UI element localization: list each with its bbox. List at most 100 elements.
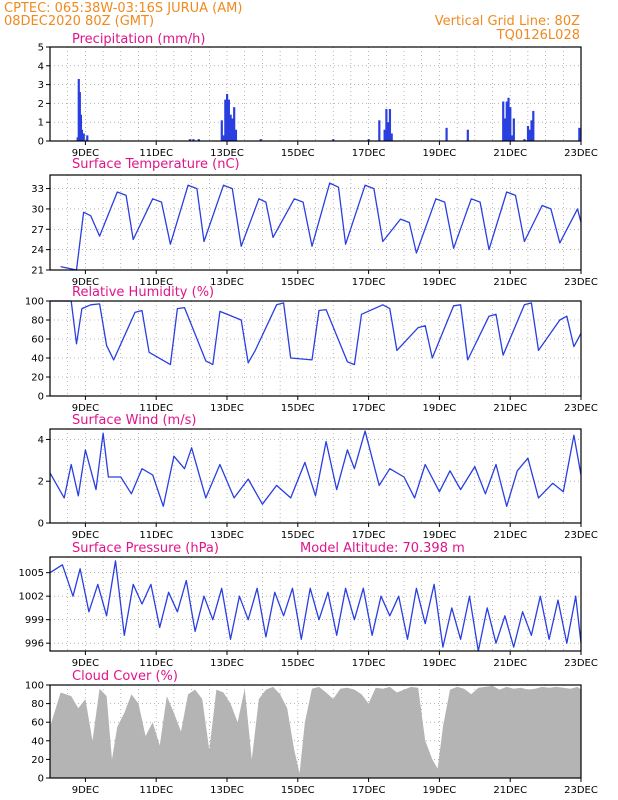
cloud-cover-xtick-label: 15DEC — [281, 785, 315, 796]
cloud-cover-ytick-label: 40 — [31, 736, 44, 747]
pressure-title: Surface Pressure (hPa) — [72, 541, 219, 556]
pressure-xtick-label: 13DEC — [210, 658, 244, 669]
temperature-xtick-label: 9DEC — [72, 277, 99, 288]
temperature-xtick-label: 11DEC — [139, 277, 173, 288]
precipitation-bar — [259, 139, 262, 141]
temperature-xtick-label: 19DEC — [423, 277, 457, 288]
humidity-ytick-label: 0 — [38, 392, 44, 403]
precipitation-bar — [466, 129, 469, 141]
header-code: TQ0126L028 — [496, 28, 580, 43]
precipitation-bar — [532, 110, 535, 141]
wind-xtick-label: 15DEC — [281, 530, 315, 541]
cloud-cover-ytick-label: 100 — [25, 681, 44, 692]
cloud-cover-frame — [49, 684, 582, 779]
cloud-cover-xtick-label: 23DEC — [564, 785, 598, 796]
humidity-xtick-label: 21DEC — [493, 403, 527, 414]
precipitation-bar — [234, 129, 238, 141]
precipitation-bar — [227, 99, 230, 141]
precipitation-bar — [192, 139, 195, 141]
precipitation-bar — [502, 101, 505, 141]
precipitation-bar — [233, 107, 236, 141]
humidity-ytick-label: 20 — [31, 373, 44, 384]
precipitation-bar — [390, 133, 393, 141]
temperature-ytick-label: 30 — [31, 204, 44, 215]
precipitation-bar — [80, 129, 84, 141]
meteogram-panels: 0 1 2 3 4 5 9DEC 11DEC 13DEC 15DEC 17DEC 19DEC 21DEC… — [19, 32, 598, 796]
cloud-cover-ytick-label: 0 — [38, 774, 44, 785]
precipitation-bar — [383, 129, 386, 141]
precipitation-bar — [220, 120, 223, 141]
precipitation-ytick-label: 1 — [38, 118, 44, 129]
temperature-frame — [49, 174, 582, 271]
pressure-xtick-label: 17DEC — [352, 658, 386, 669]
precipitation-bar — [367, 139, 370, 141]
precipitation-bar — [378, 120, 381, 141]
temperature-xtick-label: 23DEC — [564, 277, 598, 288]
precipitation-bar — [385, 109, 388, 141]
precipitation-bar — [528, 129, 531, 141]
wind-xtick-label: 11DEC — [139, 530, 173, 541]
wind-ytick-label: 2 — [38, 477, 44, 488]
cloud-cover-xtick-label: 17DEC — [352, 785, 386, 796]
wind-ytick-label: 4 — [38, 435, 44, 446]
wind-panel: 0 2 4 9DEC 11DEC 13DEC 15DEC 17DEC 19DEC 21DEC 23D… — [38, 413, 598, 541]
precipitation-bar — [507, 97, 510, 141]
precipitation-bar — [82, 133, 85, 141]
humidity-xtick-label: 19DEC — [423, 403, 457, 414]
pressure-xtick-label: 15DEC — [281, 658, 315, 669]
pressure-line — [49, 560, 582, 652]
pressure-xtick-label: 9DEC — [72, 658, 99, 669]
pressure-ytick-label: 996 — [25, 639, 44, 650]
pressure-xtick-label: 21DEC — [493, 658, 527, 669]
temperature-line — [60, 182, 582, 271]
precipitation-bar — [226, 94, 229, 141]
humidity-title: Relative Humidity (%) — [72, 285, 214, 300]
humidity-ytick-label: 80 — [31, 316, 44, 327]
precipitation-bar — [197, 139, 200, 141]
humidity-xtick-label: 15DEC — [281, 403, 315, 414]
temperature-xtick-label: 13DEC — [210, 277, 244, 288]
wind-frame — [49, 428, 582, 524]
precipitation-xtick-label: 23DEC — [564, 148, 598, 159]
humidity-frame — [49, 300, 582, 397]
precipitation-bar — [526, 125, 530, 141]
temperature-title: Surface Temperature (nC) — [72, 157, 240, 172]
cloud-cover-area — [50, 685, 581, 778]
precipitation-ytick-label: 0 — [38, 137, 44, 148]
cloud-cover-ytick-label: 60 — [31, 718, 44, 729]
cloud-cover-ytick-label: 20 — [31, 755, 44, 766]
temperature-panel: 21 24 27 30 33 9DEC 11DEC 13DEC 15DEC 17DEC 19DEC 2… — [31, 157, 598, 288]
precipitation-bar — [505, 101, 508, 141]
wind-xtick-label: 13DEC — [210, 530, 244, 541]
cloud-cover-xtick-label: 13DEC — [210, 785, 244, 796]
precipitation-bar — [222, 135, 225, 141]
pressure-annotation: Model Altitude: 70.398 m — [300, 541, 465, 556]
humidity-xtick-label: 9DEC — [72, 403, 99, 414]
precipitation-bar — [578, 127, 581, 141]
wind-title: Surface Wind (m/s) — [72, 413, 196, 428]
wind-xtick-label: 19DEC — [423, 530, 457, 541]
precipitation-xtick-label: 13DEC — [210, 148, 244, 159]
precipitation-bar — [523, 139, 526, 141]
humidity-panel: 0 20 40 60 80 100 9DEC 11DEC 13DEC 15DEC 17DEC 19DE… — [25, 285, 598, 414]
precipitation-bar — [512, 118, 515, 141]
precipitation-bar — [229, 114, 232, 141]
precipitation-bar — [445, 127, 448, 141]
precipitation-title: Precipitation (mm/h) — [72, 32, 205, 47]
precipitation-bar — [188, 139, 192, 141]
wind-xtick-label: 9DEC — [72, 530, 99, 541]
cloud-cover-ytick-label: 80 — [31, 699, 44, 710]
temperature-ytick-label: 33 — [31, 184, 44, 195]
humidity-xtick-label: 17DEC — [352, 403, 386, 414]
precipitation-bar — [387, 122, 390, 141]
precipitation-ytick-label: 5 — [38, 43, 44, 54]
humidity-xtick-label: 11DEC — [139, 403, 173, 414]
wind-line — [49, 430, 582, 507]
header-station: CPTEC: 065:38W-03:16S JURUA (AM) — [4, 1, 242, 16]
precipitation-xtick-label: 17DEC — [352, 148, 386, 159]
precipitation-bar — [332, 139, 335, 141]
humidity-line — [50, 300, 582, 366]
precipitation-bar — [79, 114, 82, 141]
temperature-ytick-label: 27 — [31, 225, 44, 236]
